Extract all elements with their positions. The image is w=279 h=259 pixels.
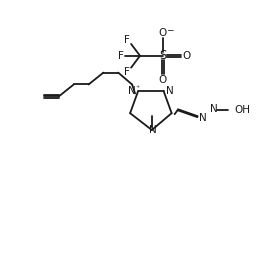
Text: F: F (118, 51, 124, 61)
Text: F: F (124, 35, 130, 45)
Text: S: S (159, 49, 167, 62)
Text: N: N (149, 125, 157, 135)
Text: −: − (166, 26, 174, 35)
Text: N: N (166, 87, 174, 96)
Text: O: O (182, 51, 191, 61)
Text: ⁺: ⁺ (135, 84, 139, 93)
Text: F: F (124, 67, 130, 77)
Text: O: O (159, 75, 167, 84)
Text: N: N (128, 87, 136, 96)
Text: O: O (159, 28, 167, 38)
Text: N: N (199, 113, 207, 123)
Text: N: N (210, 104, 218, 114)
Text: OH: OH (234, 105, 250, 115)
